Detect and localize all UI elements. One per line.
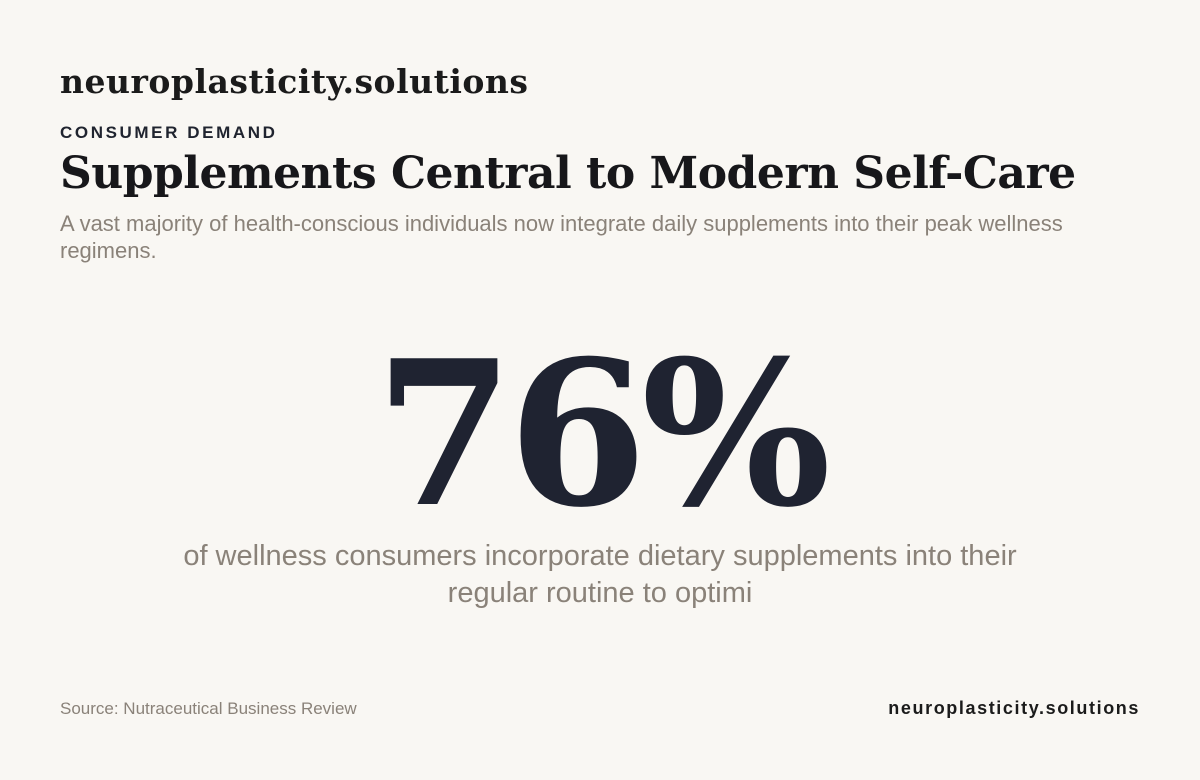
stat-caption: of wellness consumers incorporate dietar…	[183, 540, 1017, 609]
source-note: Source: Nutraceutical Business Review	[60, 699, 357, 718]
brand-wordmark-top: neuroplasticity.solutions	[60, 62, 529, 101]
subtitle: A vast majority of health-conscious indi…	[60, 211, 1063, 263]
brand-wordmark-bottom: neuroplasticity.solutions	[888, 698, 1140, 718]
page-title: Supplements Central to Modern Self-Care	[60, 148, 1076, 199]
eyebrow-label: CONSUMER DEMAND	[60, 123, 278, 142]
big-stat-value: 76%	[374, 317, 831, 552]
